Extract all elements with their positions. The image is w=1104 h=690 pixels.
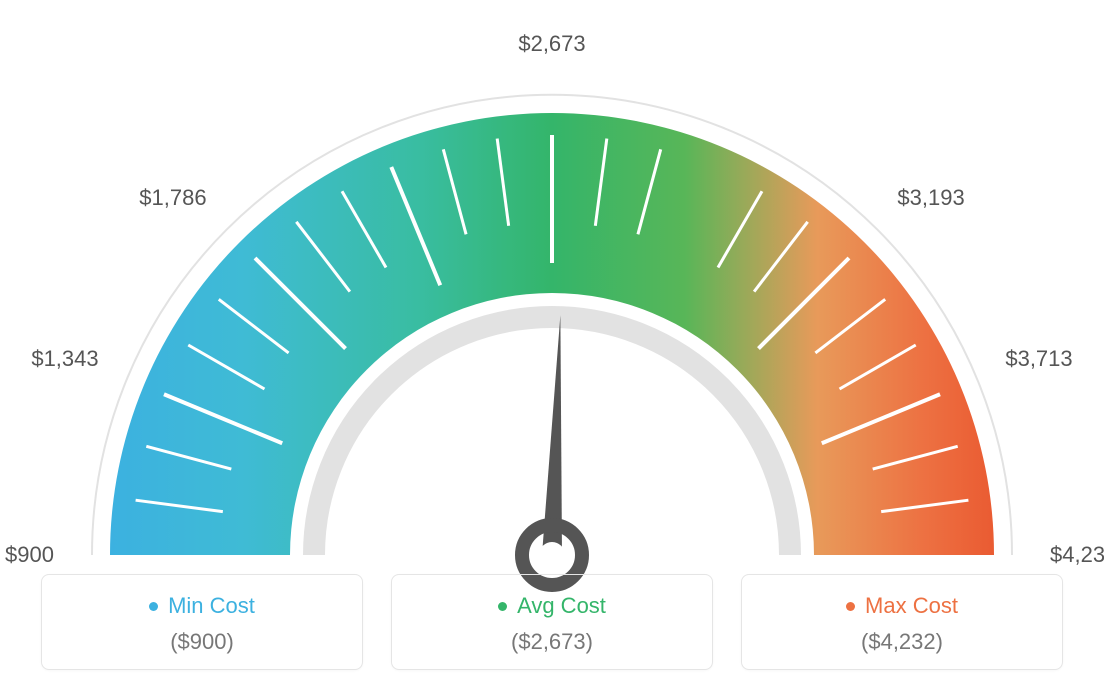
- dot-icon: [846, 602, 855, 611]
- legend-card-min: Min Cost ($900): [41, 574, 363, 670]
- dot-icon: [498, 602, 507, 611]
- legend-title-avg: Avg Cost: [498, 593, 606, 619]
- scale-label: $2,673: [518, 31, 585, 57]
- gauge-svg: [0, 40, 1104, 600]
- cost-gauge-chart: { "gauge": { "type": "gauge", "min_value…: [0, 0, 1104, 690]
- legend-label: Max Cost: [865, 593, 958, 619]
- legend-value: ($900): [42, 629, 362, 655]
- scale-label: $3,713: [1005, 346, 1072, 372]
- legend-label: Min Cost: [168, 593, 255, 619]
- gauge-area: $900$1,343$1,786$2,673$3,193$3,713$4,232: [0, 0, 1104, 560]
- scale-label: $4,232: [1050, 542, 1104, 568]
- scale-label: $1,343: [31, 346, 98, 372]
- legend-row: Min Cost ($900) Avg Cost ($2,673) Max Co…: [0, 574, 1104, 670]
- legend-card-avg: Avg Cost ($2,673): [391, 574, 713, 670]
- legend-title-max: Max Cost: [846, 593, 958, 619]
- legend-value: ($4,232): [742, 629, 1062, 655]
- legend-value: ($2,673): [392, 629, 712, 655]
- dot-icon: [149, 602, 158, 611]
- scale-label: $1,786: [139, 185, 206, 211]
- scale-label: $900: [5, 542, 54, 568]
- scale-label: $3,193: [897, 185, 964, 211]
- legend-label: Avg Cost: [517, 593, 606, 619]
- legend-card-max: Max Cost ($4,232): [741, 574, 1063, 670]
- legend-title-min: Min Cost: [149, 593, 255, 619]
